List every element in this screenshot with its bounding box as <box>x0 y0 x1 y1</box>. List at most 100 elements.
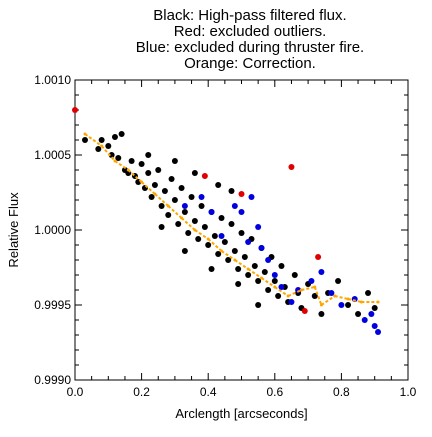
thruster-point <box>181 203 188 209</box>
y-axis-label: Relative Flux <box>6 192 21 268</box>
flux-point <box>238 230 245 236</box>
x-axis-label: Arclength [arcseconds] <box>175 406 307 421</box>
flux-point <box>158 224 165 230</box>
x-tick-label: 0.2 <box>133 385 150 399</box>
flux-point <box>245 272 252 278</box>
thruster-point <box>361 317 368 323</box>
correction-segment <box>334 295 349 300</box>
scatter-series <box>81 131 378 317</box>
flux-point <box>178 185 185 191</box>
thruster-point <box>198 194 205 200</box>
flux-point <box>111 134 118 140</box>
title-line-1: Black: High-pass filtered flux. <box>153 7 346 24</box>
flux-point <box>371 305 378 311</box>
flux-point <box>311 293 318 299</box>
thruster-point <box>248 194 255 200</box>
thruster-point <box>318 269 325 275</box>
flux-point <box>108 152 115 158</box>
thruster-point <box>278 284 285 290</box>
flux-point <box>191 218 198 224</box>
outlier-point <box>288 164 295 170</box>
correction-segment <box>220 250 236 261</box>
flux-point <box>231 248 238 254</box>
flux-point <box>161 188 168 194</box>
correction-segment <box>84 133 103 147</box>
y-tick-label: 1.0000 <box>34 223 71 237</box>
thruster-point <box>245 239 252 245</box>
flux-point <box>171 197 178 203</box>
flux-point <box>215 251 222 257</box>
flux-point <box>255 278 262 284</box>
thruster-point <box>375 329 382 335</box>
thruster-point <box>288 299 295 305</box>
thruster-point <box>271 272 278 278</box>
thruster-point <box>238 209 245 215</box>
correction-segment <box>154 193 169 207</box>
correction-segment <box>287 289 302 297</box>
flux-point <box>218 215 225 221</box>
thruster-point <box>338 302 345 308</box>
scatter-series <box>181 194 382 335</box>
outlier-point <box>238 191 245 197</box>
correction-segment <box>320 295 336 306</box>
outlier-point <box>201 173 208 179</box>
correction-segment <box>140 181 156 195</box>
flux-point <box>261 269 268 275</box>
flux-point <box>201 224 208 230</box>
flux-point <box>185 230 192 236</box>
outlier-point <box>315 254 322 260</box>
flux-point <box>291 272 298 278</box>
correction-segment <box>260 277 276 288</box>
flux-point <box>355 311 362 317</box>
x-tick-label: 1.0 <box>400 385 417 399</box>
flux-point <box>105 143 112 149</box>
outlier-point <box>301 308 308 314</box>
flux-point <box>188 194 195 200</box>
flux-point <box>251 263 258 269</box>
flux-point <box>145 152 152 158</box>
correction-segment <box>180 217 196 231</box>
thruster-point <box>258 245 265 251</box>
correction-segment <box>234 259 249 270</box>
flux-point <box>208 266 215 272</box>
flux-point <box>241 254 248 260</box>
flux-point <box>155 167 162 173</box>
flux-point <box>195 236 202 242</box>
thruster-point <box>371 323 378 329</box>
flux-point <box>275 293 282 299</box>
flux-point <box>228 188 235 194</box>
flux-point <box>211 233 218 239</box>
thruster-point <box>255 224 262 230</box>
title-line-4: Orange: Correction. <box>184 55 316 72</box>
correction-segment <box>194 229 209 240</box>
thruster-point <box>328 290 335 296</box>
title-line-2: Red: excluded outliers. <box>174 23 327 40</box>
title-line-3: Blue: excluded during thruster fire. <box>136 39 364 56</box>
correction-segment <box>127 169 143 183</box>
scatter-series <box>72 107 322 314</box>
flux-point <box>318 311 325 317</box>
thruster-point <box>265 257 272 263</box>
outlier-point <box>72 107 78 113</box>
flux-point <box>165 212 172 218</box>
flux-point <box>335 278 342 284</box>
correction-segment <box>167 205 183 219</box>
flux-point <box>98 137 105 143</box>
flux-point <box>158 203 165 209</box>
flux-point <box>175 221 182 227</box>
x-tick-label: 0.6 <box>266 385 283 399</box>
chart-title: Black: High-pass filtered flux. Red: exc… <box>136 7 364 72</box>
correction-segment <box>100 145 116 162</box>
thruster-point <box>218 233 225 239</box>
y-tick-label: 1.0005 <box>34 148 71 162</box>
correction-segment <box>247 268 263 279</box>
chart-marks <box>72 107 382 335</box>
flux-point <box>148 194 155 200</box>
flux-point <box>225 257 232 263</box>
y-tick-label: 0.9990 <box>34 373 71 387</box>
correction-point <box>376 300 380 304</box>
flux-point <box>181 209 188 215</box>
correction-segment <box>347 298 362 303</box>
